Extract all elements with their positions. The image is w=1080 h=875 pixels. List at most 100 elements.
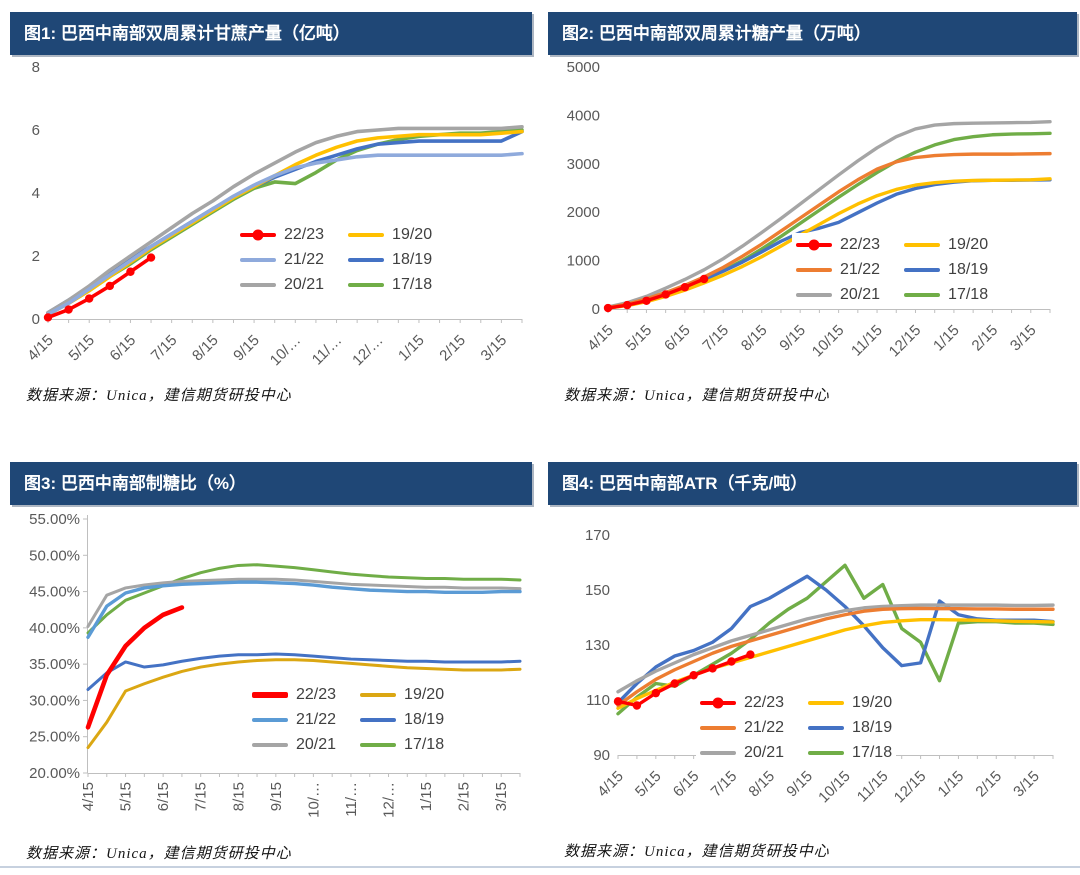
legend-label: 22/23 (744, 694, 785, 711)
svg-text:6/15: 6/15 (107, 332, 140, 365)
svg-text:130: 130 (585, 637, 610, 654)
figure2-title: 图2: 巴西中南部双周累计糖产量（万吨） (548, 12, 1077, 55)
legend-label: 19/20 (404, 686, 445, 703)
svg-text:7/15: 7/15 (193, 782, 210, 811)
legend-swatch (252, 692, 288, 698)
figure3-title: 图3: 巴西中南部制糖比（%） (10, 462, 532, 505)
svg-text:8/15: 8/15 (189, 332, 222, 365)
legend-item-17-18: 17/18 (348, 275, 432, 295)
svg-text:3/15: 3/15 (478, 332, 511, 365)
legend-item-21-22: 21/22 (240, 250, 324, 270)
svg-text:8/15: 8/15 (745, 768, 778, 801)
legend-label: 19/20 (948, 236, 989, 253)
svg-text:10/…: 10/… (267, 332, 304, 369)
svg-text:55.00%: 55.00% (29, 511, 80, 528)
legend-swatch (252, 743, 288, 747)
legend-label: 19/20 (392, 226, 433, 243)
legend-item-21-22: 21/22 (796, 260, 880, 280)
legend-swatch (808, 726, 845, 730)
figure4-source: 数据来源：Unica，建信期货研投中心 (564, 844, 830, 860)
svg-text:0: 0 (592, 301, 600, 318)
figure3-line-chart: 20.00% 25.00% 30.00% 35.00% 40.00% 45.00% 50.0… (29, 511, 522, 818)
svg-text:40.00%: 40.00% (29, 620, 80, 637)
legend-swatch (904, 293, 941, 297)
svg-text:2/15: 2/15 (969, 322, 1002, 355)
legend-label: 18/19 (948, 261, 989, 278)
figure4-legend: 22/23 21/22 20/21 19/20 18/19 17/18 (696, 691, 897, 765)
legend-label: 20/21 (744, 744, 785, 761)
legend-label: 20/21 (296, 736, 337, 753)
legend-label: 22/23 (840, 236, 881, 253)
legend-item-18-19: 18/19 (348, 250, 432, 270)
svg-text:2/15: 2/15 (436, 332, 469, 365)
svg-text:2000: 2000 (567, 204, 600, 221)
legend-swatch (904, 268, 941, 272)
legend-item-22-23: 22/23 (796, 235, 880, 255)
figure1-line-chart: 0 2 4 6 8 4/15 5/15 6/15 7/15 8/15 9/15 10/… 11/… 12/… (24, 59, 524, 369)
svg-text:5000: 5000 (567, 59, 600, 76)
figure2-chart-area: 0 1000 2000 3000 4000 5000 4/15 5/15 6/15 7/15 8/1… (548, 55, 1077, 377)
svg-text:12/…: 12/… (349, 332, 386, 369)
legend-swatch (348, 283, 385, 287)
legend-label: 21/22 (744, 719, 785, 736)
figure3-panel: 图3: 巴西中南部制糖比（%） 20.00% 25.00% 30.00% 35.00%… (10, 462, 532, 863)
figure1-title: 图1: 巴西中南部双周累计甘蔗产量（亿吨） (10, 12, 532, 55)
legend-swatch (252, 718, 288, 722)
svg-text:3/15: 3/15 (1010, 768, 1043, 801)
svg-text:11/…: 11/… (343, 782, 360, 817)
svg-text:1/15: 1/15 (930, 322, 963, 355)
legend-item-21-22: 21/22 (252, 710, 336, 730)
svg-text:4: 4 (32, 185, 40, 202)
svg-text:20.00%: 20.00% (29, 765, 80, 782)
svg-text:4/15: 4/15 (24, 332, 57, 365)
legend-item-20-21: 20/21 (252, 735, 336, 755)
svg-text:170: 170 (585, 527, 610, 544)
legend-marker-dot (712, 697, 724, 709)
svg-text:2/15: 2/15 (972, 768, 1005, 801)
svg-text:50.00%: 50.00% (29, 547, 80, 564)
legend-label: 21/22 (840, 261, 881, 278)
figure4-panel: 图4: 巴西中南部ATR（千克/吨） 90 110 130 150 170 4/15 5/1… (548, 462, 1077, 861)
svg-text:4/15: 4/15 (584, 322, 617, 355)
legend-item-20-21: 20/21 (240, 275, 324, 295)
svg-text:10/…: 10/… (305, 782, 322, 818)
svg-text:7/15: 7/15 (708, 768, 741, 801)
figure2-line-chart: 0 1000 2000 3000 4000 5000 4/15 5/15 6/15 7/15 8/1… (567, 59, 1052, 361)
legend-marker-dot (252, 229, 264, 241)
legend-swatch (360, 743, 397, 747)
legend-item-22-23: 22/23 (252, 685, 336, 705)
svg-text:10/15: 10/15 (815, 768, 854, 807)
legend-swatch (808, 701, 845, 705)
svg-text:35.00%: 35.00% (29, 656, 80, 673)
legend-swatch (700, 726, 736, 730)
legend-label: 19/20 (852, 694, 893, 711)
legend-swatch (360, 718, 397, 722)
figure3-chart-area: 20.00% 25.00% 30.00% 35.00% 40.00% 45.00% 50.0… (10, 505, 532, 835)
legend-swatch (348, 258, 385, 262)
legend-label: 22/23 (296, 686, 337, 703)
svg-text:5/15: 5/15 (623, 322, 656, 355)
svg-text:1/15: 1/15 (418, 782, 435, 811)
legend-label: 18/19 (404, 711, 445, 728)
legend-item-18-19: 18/19 (360, 710, 444, 730)
svg-text:1/15: 1/15 (395, 332, 428, 365)
svg-text:6/15: 6/15 (661, 322, 694, 355)
legend-item-18-19: 18/19 (808, 718, 892, 738)
legend-label: 17/18 (948, 286, 989, 303)
legend-item-22-23: 22/23 (700, 693, 784, 713)
figure1-panel: 图1: 巴西中南部双周累计甘蔗产量（亿吨） 0 2 4 6 8 4/15 5/15 6/15 7… (10, 12, 532, 405)
legend-item-17-18: 17/18 (904, 285, 988, 305)
legend-item-20-21: 20/21 (700, 743, 784, 763)
svg-text:9/15: 9/15 (783, 768, 816, 801)
svg-text:110: 110 (586, 692, 610, 709)
svg-text:3000: 3000 (567, 156, 600, 173)
svg-text:10/15: 10/15 (809, 322, 848, 361)
svg-text:1/15: 1/15 (935, 768, 968, 801)
legend-item-20-21: 20/21 (796, 285, 880, 305)
svg-text:4000: 4000 (567, 107, 600, 124)
figure1-legend: 22/23 21/22 20/21 19/20 18/19 17/18 (236, 223, 437, 297)
figure2-source: 数据来源：Unica，建信期货研投中心 (564, 388, 830, 404)
svg-text:2: 2 (32, 248, 40, 265)
svg-text:11/15: 11/15 (848, 322, 886, 360)
svg-text:2/15: 2/15 (456, 782, 473, 811)
